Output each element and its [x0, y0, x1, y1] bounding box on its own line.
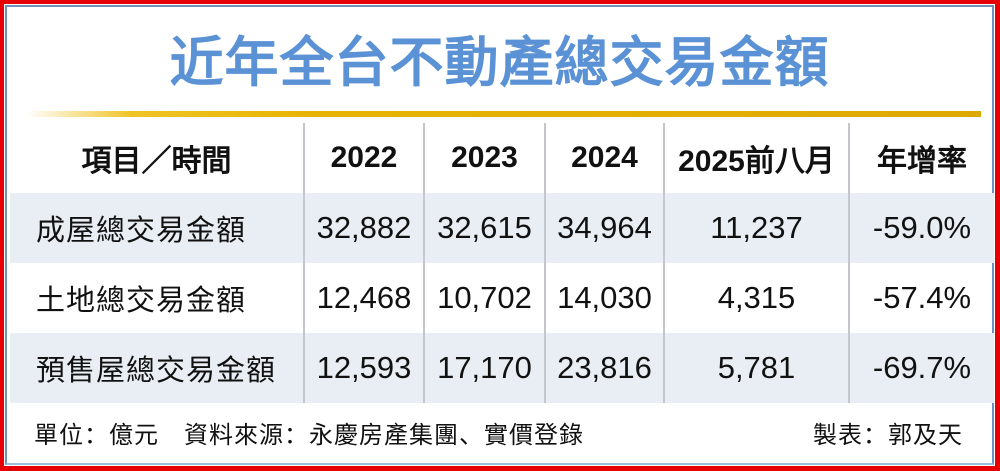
cell-2023: 17,170: [424, 333, 546, 403]
cell-yoy: -69.7%: [872, 350, 972, 385]
content-area: 近年全台不動產總交易金額 項目／時間 2022 2023 2024 2025前八…: [10, 9, 994, 461]
cell-2024: 23,816: [545, 333, 665, 403]
cell-2023: 10,702: [424, 263, 546, 333]
header-row: 項目／時間 2022 2023 2024 2025前八月 年增率: [10, 123, 994, 193]
cell-2025: 5,781: [664, 333, 850, 403]
cell-yoy: -57.4%: [872, 280, 972, 315]
table-row-presale-homes: 預售屋總交易金額 12,593 17,170 23,816 5,781 -69.…: [10, 333, 994, 403]
row-label: 成屋總交易金額: [10, 193, 305, 263]
table-row-existing-homes: 成屋總交易金額 32,882 32,615 34,964 11,237 -59.…: [10, 193, 994, 263]
gold-divider: [26, 111, 981, 117]
footer-bar: 單位：億元 資料來源：永慶房產集團、實價登錄 製表：郭及天: [10, 415, 989, 450]
cell-2024: 34,964: [545, 193, 665, 263]
cell-2022: 12,468: [304, 263, 425, 333]
cell-2025: 4,315: [664, 263, 850, 333]
cell-2023: 32,615: [424, 193, 546, 263]
table-row-land: 土地總交易金額 12,468 10,702 14,030 4,315 -57.4…: [10, 263, 994, 333]
column-header-2022: 2022: [304, 123, 425, 193]
cell-2025: 11,237: [664, 193, 850, 263]
column-header-2025-first-8-months: 2025前八月: [664, 123, 850, 193]
credit-note: 製表：郭及天: [813, 422, 963, 449]
unit-source-note: 單位：億元 資料來源：永慶房產集團、實價登錄: [34, 422, 584, 449]
column-header-2023: 2023: [424, 123, 546, 193]
transactions-table: 項目／時間 2022 2023 2024 2025前八月 年增率 成屋總交易金額…: [10, 123, 994, 403]
inner-frame: 近年全台不動產總交易金額 項目／時間 2022 2023 2024 2025前八…: [5, 5, 994, 465]
row-label: 土地總交易金額: [10, 263, 305, 333]
page-title: 近年全台不動產總交易金額: [169, 33, 830, 93]
cell-yoy: -59.0%: [872, 210, 972, 245]
row-label: 預售屋總交易金額: [10, 333, 305, 403]
cell-2024: 14,030: [545, 263, 665, 333]
cell-2022: 32,882: [304, 193, 425, 263]
column-header-item-time: 項目／時間: [10, 123, 305, 193]
column-header-yoy-change: 年增率: [877, 145, 967, 178]
column-header-2024: 2024: [545, 123, 665, 193]
cell-2022: 12,593: [304, 333, 425, 403]
